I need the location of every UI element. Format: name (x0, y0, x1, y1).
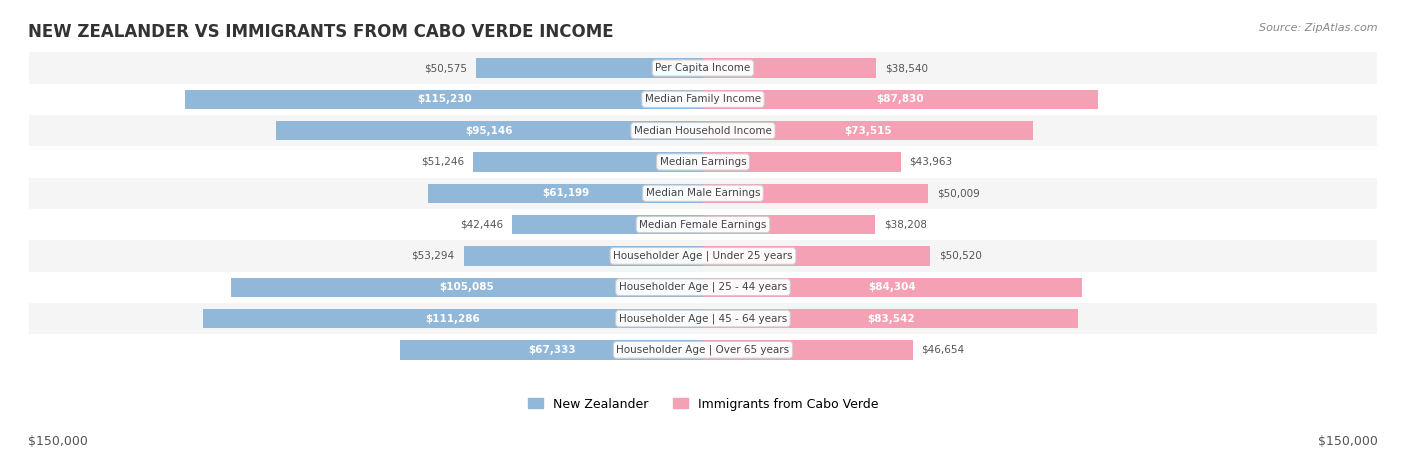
Bar (30, 240, 1376, 272)
Text: Median Household Income: Median Household Income (634, 126, 772, 135)
Bar (703, 215, 875, 234)
Text: $51,246: $51,246 (420, 157, 464, 167)
Text: $38,208: $38,208 (883, 219, 927, 230)
Text: Per Capita Income: Per Capita Income (655, 63, 751, 73)
Bar (30, 209, 1376, 240)
Text: Median Earnings: Median Earnings (659, 157, 747, 167)
Text: $84,304: $84,304 (869, 282, 917, 292)
Bar (401, 340, 703, 360)
Bar (186, 90, 703, 109)
Text: Source: ZipAtlas.com: Source: ZipAtlas.com (1260, 23, 1378, 33)
Bar (276, 121, 703, 141)
Text: Householder Age | 25 - 44 years: Householder Age | 25 - 44 years (619, 282, 787, 292)
Text: $95,146: $95,146 (465, 126, 513, 135)
Text: $83,542: $83,542 (868, 313, 914, 324)
Bar (703, 309, 1078, 328)
Text: $61,199: $61,199 (541, 188, 589, 198)
Text: $150,000: $150,000 (1317, 435, 1378, 448)
Bar (703, 184, 928, 203)
Bar (703, 90, 1098, 109)
Text: NEW ZEALANDER VS IMMIGRANTS FROM CABO VERDE INCOME: NEW ZEALANDER VS IMMIGRANTS FROM CABO VE… (28, 23, 614, 42)
Bar (30, 84, 1376, 115)
Bar (475, 58, 703, 78)
Bar (464, 246, 703, 266)
Legend: New Zealander, Immigrants from Cabo Verde: New Zealander, Immigrants from Cabo Verd… (523, 393, 883, 416)
Bar (202, 309, 703, 328)
Text: Median Family Income: Median Family Income (645, 94, 761, 104)
Bar (703, 152, 900, 172)
Text: $105,085: $105,085 (440, 282, 495, 292)
Bar (30, 334, 1376, 366)
Bar (30, 272, 1376, 303)
Text: Median Male Earnings: Median Male Earnings (645, 188, 761, 198)
Bar (703, 121, 1033, 141)
Text: $87,830: $87,830 (876, 94, 924, 104)
Text: Householder Age | Under 25 years: Householder Age | Under 25 years (613, 251, 793, 261)
Bar (30, 177, 1376, 209)
Text: $67,333: $67,333 (527, 345, 575, 355)
Bar (703, 58, 876, 78)
Bar (30, 115, 1376, 146)
Text: Median Female Earnings: Median Female Earnings (640, 219, 766, 230)
Bar (30, 146, 1376, 177)
Text: $46,654: $46,654 (921, 345, 965, 355)
Bar (703, 246, 929, 266)
Bar (30, 52, 1376, 84)
Text: $50,575: $50,575 (423, 63, 467, 73)
Text: $115,230: $115,230 (416, 94, 471, 104)
Text: $150,000: $150,000 (28, 435, 89, 448)
Text: Householder Age | 45 - 64 years: Householder Age | 45 - 64 years (619, 313, 787, 324)
Text: $53,294: $53,294 (412, 251, 454, 261)
Text: $73,515: $73,515 (845, 126, 891, 135)
Text: $38,540: $38,540 (886, 63, 928, 73)
Bar (427, 184, 703, 203)
Bar (30, 303, 1376, 334)
Bar (703, 340, 912, 360)
Text: $50,520: $50,520 (939, 251, 981, 261)
Text: $43,963: $43,963 (910, 157, 953, 167)
Bar (703, 277, 1081, 297)
Bar (231, 277, 703, 297)
Text: $50,009: $50,009 (936, 188, 980, 198)
Bar (472, 152, 703, 172)
Bar (512, 215, 703, 234)
Text: Householder Age | Over 65 years: Householder Age | Over 65 years (616, 345, 790, 355)
Text: $111,286: $111,286 (426, 313, 481, 324)
Text: $42,446: $42,446 (460, 219, 503, 230)
